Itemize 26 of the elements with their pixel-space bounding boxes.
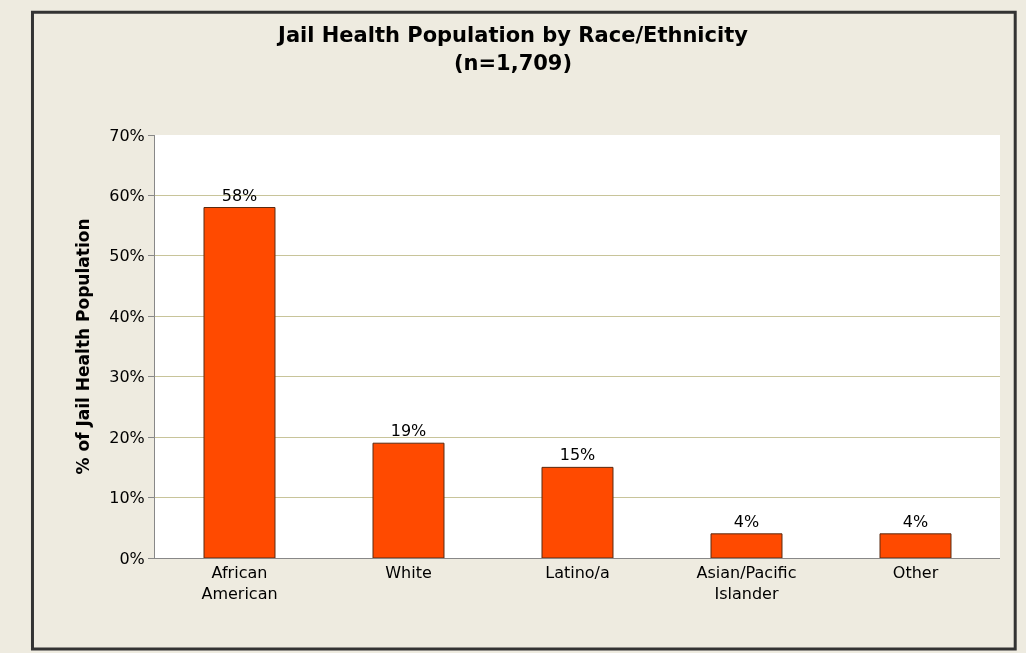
bar [203, 207, 276, 558]
x-tick-label: Latino/a [545, 563, 610, 583]
chart-title: Jail Health Population by Race/Ethnicity [276, 23, 749, 48]
bar [372, 442, 445, 558]
y-tick-label: 50% [109, 246, 145, 266]
y-tick-label: 10% [109, 488, 145, 508]
data-label: 15% [559, 445, 596, 465]
data-label: 4% [733, 511, 760, 531]
y-tick-label: 0% [119, 548, 145, 568]
x-tick-label: African American [201, 563, 278, 603]
data-label: 58% [221, 185, 258, 205]
data-label: 19% [390, 421, 427, 441]
y-axis-title: % of Jail Health Population [72, 218, 93, 475]
chart-subtitle: (n=1,709) [453, 50, 573, 75]
x-tick-label: White [385, 563, 432, 583]
y-tick-label: 20% [109, 427, 145, 447]
data-label: 4% [902, 511, 929, 531]
x-tick-label: Asian/Pacific Islander [696, 563, 797, 603]
y-tick-label: 30% [109, 367, 145, 387]
bar [879, 533, 952, 558]
y-tick-label: 70% [109, 125, 145, 145]
y-tick-label: 60% [109, 186, 145, 206]
y-tick-label: 40% [109, 306, 145, 326]
bar [710, 533, 783, 558]
x-tick-label: Other [892, 563, 939, 583]
bar [541, 466, 614, 558]
